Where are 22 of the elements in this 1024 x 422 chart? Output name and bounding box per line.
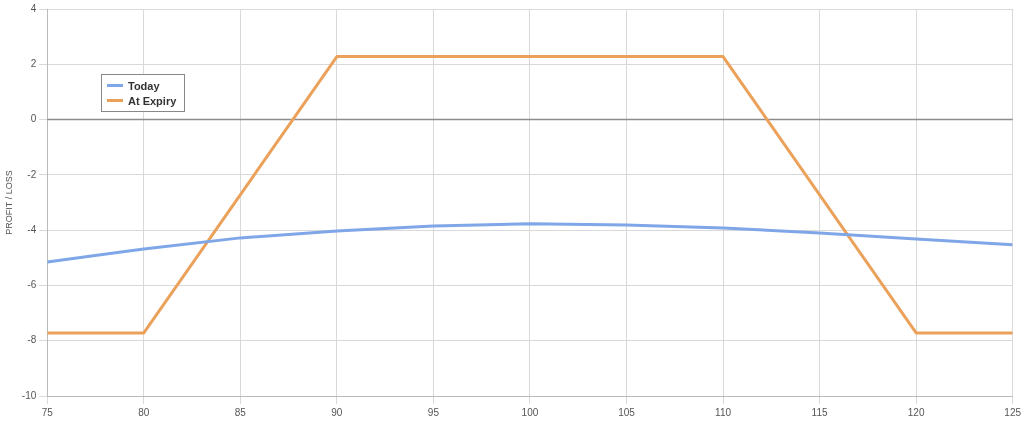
y-tick-label: 0	[30, 113, 37, 125]
legend-label: At Expiry	[127, 93, 177, 108]
legend-label: Today	[127, 78, 161, 93]
y-tick-label: -6	[27, 279, 37, 291]
y-tick-label: -8	[27, 334, 37, 346]
x-tick-label: 75	[41, 406, 54, 418]
x-tick-label: 110	[715, 406, 732, 418]
y-tick-label: 2	[30, 58, 37, 70]
y-tick-label: -2	[27, 168, 37, 180]
x-tick-label: 95	[427, 406, 440, 418]
x-tick-label: 80	[138, 406, 150, 418]
x-tick-label: 100	[521, 406, 539, 418]
y-tick-label: -4	[27, 223, 37, 235]
x-tick-label: 120	[907, 406, 925, 418]
y-tick-label: 4	[30, 2, 37, 14]
x-tick-label: 105	[618, 406, 636, 418]
y-axis-title: PROFIT / LOSS	[3, 170, 14, 235]
x-tick-label: 125	[1004, 406, 1022, 418]
x-tick-label: 90	[331, 406, 343, 418]
x-tick-label: 85	[234, 406, 247, 418]
x-tick-label: 115	[811, 406, 828, 418]
y-tick-label: -10	[21, 389, 37, 401]
